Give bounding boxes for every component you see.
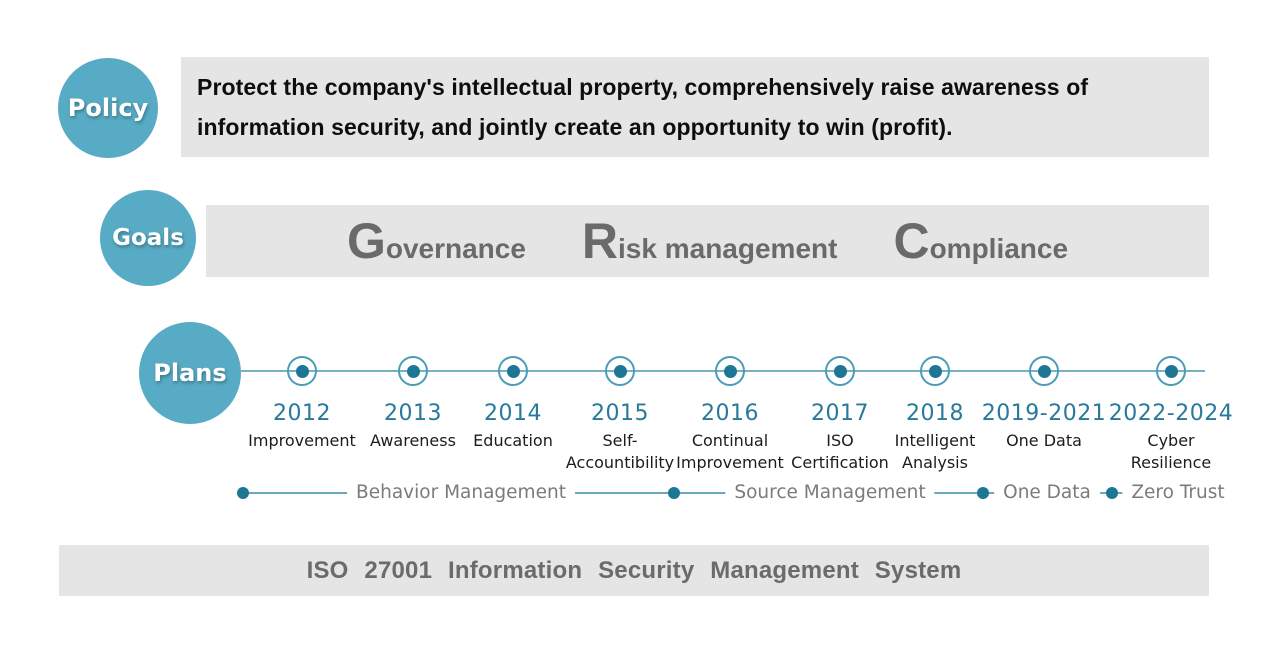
footer-title: ISO 27001 Information Security Managemen… (306, 556, 962, 584)
marker-dot-icon (295, 364, 309, 378)
milestone-label: One Data (1006, 431, 1082, 450)
phase-one-data: One Data (994, 482, 1100, 504)
milestone-2019-2021: 2019-2021 One Data (964, 356, 1124, 452)
milestone-year: 2018 (906, 401, 964, 426)
phase-zero-trust: Zero Trust (1122, 482, 1234, 504)
milestone-label: Cyber Resilience (1130, 431, 1212, 472)
milestone-2022-2024: 2022-2024 Cyber Resilience (1091, 356, 1251, 474)
milestone-label: Awareness (370, 431, 456, 450)
goal-compliance: Compliance (893, 212, 1068, 270)
milestone-year: 2014 (484, 401, 542, 426)
milestone-label: Improvement (248, 431, 356, 450)
policy-badge: Policy (58, 58, 158, 158)
phase-behavior-management: Behavior Management (347, 482, 575, 504)
marker-dot-icon (723, 364, 737, 378)
phase-dot-icon (668, 487, 680, 499)
timeline-marker-icon (287, 356, 317, 386)
goals-badge: Goals (100, 190, 196, 286)
milestone-2016: 2016 Continual Improvement (650, 356, 810, 474)
marker-dot-icon (506, 364, 520, 378)
milestone-label: Self- Accountibility (565, 431, 675, 472)
timeline-marker-icon (825, 356, 855, 386)
timeline-marker-icon (1029, 356, 1059, 386)
timeline-marker-icon (605, 356, 635, 386)
marker-dot-icon (928, 364, 942, 378)
phase-source-management: Source Management (725, 482, 935, 504)
goals-list: Governance Risk management Compliance (347, 212, 1068, 270)
marker-dot-icon (1037, 364, 1051, 378)
goal-initial: R (581, 213, 619, 269)
milestone-2013: 2013 Awareness (333, 356, 493, 452)
marker-dot-icon (833, 364, 847, 378)
milestone-2017: 2017 ISO Certification (760, 356, 920, 474)
goal-rest: isk management (618, 233, 838, 264)
goal-risk-management: Risk management (582, 212, 838, 270)
milestone-year: 2013 (384, 401, 442, 426)
footer-bar: ISO 27001 Information Security Managemen… (59, 545, 1209, 596)
milestone-year: 2012 (273, 401, 331, 426)
goal-governance: Governance (347, 212, 526, 270)
milestone-label: Intelligent Analysis (894, 431, 976, 472)
milestone-year: 2022-2024 (1108, 401, 1234, 426)
goal-rest: ompliance (929, 233, 1069, 264)
timeline-marker-icon (1156, 356, 1186, 386)
timeline-marker-icon (398, 356, 428, 386)
policy-statement: Protect the company's intellectual prope… (197, 74, 1089, 140)
phase-dot-icon (977, 487, 989, 499)
phase-dot-icon (237, 487, 249, 499)
plans-badge: Plans (139, 322, 241, 424)
policy-bar: Protect the company's intellectual prope… (181, 57, 1209, 157)
milestone-year: 2019-2021 (981, 401, 1107, 426)
milestone-year: 2015 (591, 401, 649, 426)
milestone-2015: 2015 Self- Accountibility (540, 356, 700, 474)
goal-rest: overnance (385, 233, 526, 264)
phase-line (243, 492, 1140, 494)
milestone-label: Education (473, 431, 553, 450)
milestone-label: ISO Certification (791, 431, 889, 472)
goal-initial: C (893, 213, 930, 269)
timeline-marker-icon (715, 356, 745, 386)
milestone-label: Continual Improvement (676, 431, 784, 472)
timeline-marker-icon (498, 356, 528, 386)
milestone-year: 2016 (701, 401, 759, 426)
goals-bar: Governance Risk management Compliance (206, 205, 1209, 277)
timeline-marker-icon (920, 356, 950, 386)
marker-dot-icon (406, 364, 420, 378)
milestone-year: 2017 (811, 401, 869, 426)
phase-dot-icon (1106, 487, 1118, 499)
milestone-2014: 2014 Education (433, 356, 593, 452)
goal-initial: G (346, 213, 386, 269)
milestone-2012: 2012 Improvement (222, 356, 382, 452)
marker-dot-icon (1164, 364, 1178, 378)
marker-dot-icon (613, 364, 627, 378)
milestone-2018: 2018 Intelligent Analysis (855, 356, 1015, 474)
